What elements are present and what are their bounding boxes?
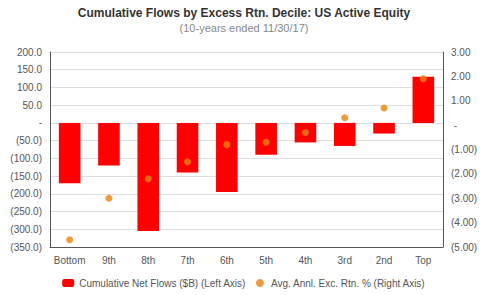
svg-text:Avg. Annl. Exc. Rtn. % (Right: Avg. Annl. Exc. Rtn. % (Right Axis) bbox=[271, 278, 425, 289]
svg-text:3rd: 3rd bbox=[338, 255, 352, 266]
svg-text:200.0: 200.0 bbox=[17, 47, 42, 58]
svg-text:(10-years ended 11/30/17): (10-years ended 11/30/17) bbox=[180, 22, 309, 34]
svg-text:(200.0): (200.0) bbox=[10, 188, 42, 199]
svg-text:2.00: 2.00 bbox=[451, 71, 471, 82]
svg-text:8th: 8th bbox=[141, 255, 155, 266]
svg-text:7th: 7th bbox=[181, 255, 195, 266]
svg-text:(50.0): (50.0) bbox=[16, 135, 42, 146]
svg-text:(3.00): (3.00) bbox=[451, 193, 477, 204]
svg-text:(350.0): (350.0) bbox=[10, 242, 42, 253]
svg-text:(100.0): (100.0) bbox=[10, 153, 42, 164]
svg-text:Bottom: Bottom bbox=[54, 255, 86, 266]
svg-text:(2.00): (2.00) bbox=[451, 168, 477, 179]
svg-text:(150.0): (150.0) bbox=[10, 171, 42, 182]
svg-text:(5.00): (5.00) bbox=[451, 242, 477, 253]
svg-text:(250.0): (250.0) bbox=[10, 206, 42, 217]
svg-text:-: - bbox=[451, 120, 457, 131]
svg-text:4th: 4th bbox=[298, 255, 312, 266]
svg-text:3.00: 3.00 bbox=[451, 47, 471, 58]
svg-text:5th: 5th bbox=[259, 255, 273, 266]
svg-text:150.0: 150.0 bbox=[17, 64, 42, 75]
svg-text:2nd: 2nd bbox=[376, 255, 393, 266]
svg-text:(1.00): (1.00) bbox=[451, 144, 477, 155]
svg-text:(4.00): (4.00) bbox=[451, 217, 477, 228]
svg-text:6th: 6th bbox=[220, 255, 234, 266]
svg-text:Cumulative Net Flows ($B) (Lef: Cumulative Net Flows ($B) (Left Axis) bbox=[79, 278, 245, 289]
svg-text:(300.0): (300.0) bbox=[10, 224, 42, 235]
svg-text:1.00: 1.00 bbox=[451, 95, 471, 106]
svg-text:Top: Top bbox=[415, 255, 432, 266]
svg-text:-: - bbox=[36, 117, 42, 128]
svg-text:50.0: 50.0 bbox=[23, 100, 43, 111]
svg-text:100.0: 100.0 bbox=[17, 82, 42, 93]
svg-text:9th: 9th bbox=[102, 255, 116, 266]
svg-text:Cumulative Flows by Excess Rtn: Cumulative Flows by Excess Rtn. Decile: … bbox=[78, 6, 411, 20]
